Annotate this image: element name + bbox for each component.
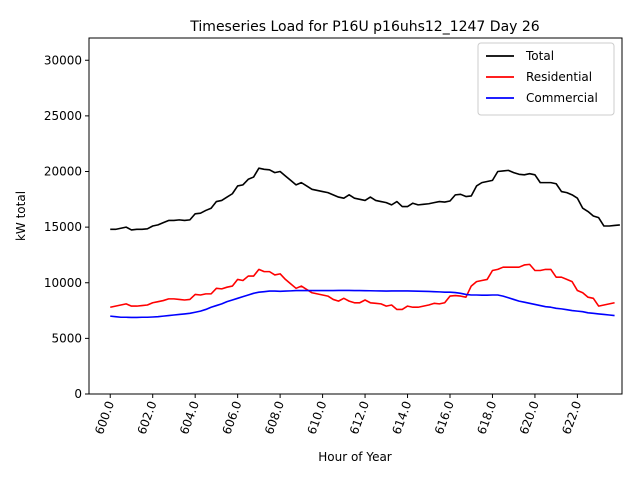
x-axis-ticks: 600.0 602.0 604.0 606.0 608.0 610.0 612.0 614.0… — [92, 394, 584, 436]
x-tick-label: 602.0 — [135, 399, 160, 436]
y-tick-label: 25000 — [44, 109, 82, 123]
series-line-residential — [110, 263, 615, 311]
legend-label-total: Total — [525, 49, 554, 63]
x-tick-label: 612.0 — [347, 399, 372, 436]
plot-frame — [88, 37, 623, 395]
y-axis-ticks: 0 5000 10000 15000 20000 25000 30000 — [44, 53, 89, 401]
x-tick-label: 618.0 — [474, 399, 499, 436]
y-tick-label: 0 — [74, 387, 82, 401]
x-tick-label: 622.0 — [559, 399, 584, 436]
x-tick-label: 608.0 — [262, 399, 287, 436]
x-tick-label: 620.0 — [517, 399, 542, 436]
x-tick-label: 604.0 — [177, 399, 202, 436]
y-tick-label: 30000 — [44, 53, 82, 67]
x-tick-label: 610.0 — [304, 399, 329, 436]
y-tick-label: 20000 — [44, 165, 82, 179]
x-tick-label: 606.0 — [220, 399, 245, 436]
x-tick-label: 600.0 — [92, 399, 117, 436]
legend-label-commercial: Commercial — [526, 91, 598, 105]
x-tick-label: 614.0 — [389, 399, 414, 436]
x-axis-label: Hour of Year — [318, 450, 392, 464]
legend: Total Residential Commercial — [477, 42, 615, 116]
series-layer — [110, 167, 620, 319]
series-line-total — [110, 167, 620, 231]
legend-box — [477, 42, 615, 116]
chart-title: Timeseries Load for P16U p16uhs12_1247 D… — [189, 19, 539, 35]
y-axis-label: kW total — [14, 191, 28, 241]
y-tick-label: 5000 — [51, 331, 82, 345]
legend-label-residential: Residential — [526, 70, 592, 84]
y-tick-label: 10000 — [44, 276, 82, 290]
y-tick-label: 15000 — [44, 220, 82, 234]
x-tick-label: 616.0 — [432, 399, 457, 436]
series-line-commercial — [110, 289, 615, 319]
